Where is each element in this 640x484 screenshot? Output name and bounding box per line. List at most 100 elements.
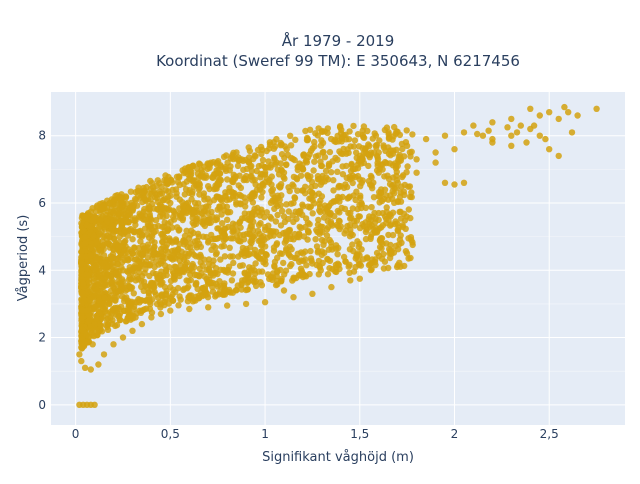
data-point — [290, 294, 297, 301]
data-point — [409, 241, 416, 249]
y-tick-label: 2 — [38, 331, 46, 345]
data-point — [280, 213, 288, 220]
data-point — [280, 287, 288, 294]
data-point — [316, 207, 323, 214]
data-point — [327, 218, 335, 225]
data-point — [157, 310, 165, 318]
data-point — [405, 235, 412, 242]
data-point — [105, 300, 113, 307]
data-point — [287, 132, 294, 139]
data-point — [80, 327, 87, 334]
data-point — [385, 131, 392, 138]
data-point — [311, 143, 318, 150]
data-point — [135, 244, 142, 252]
data-point — [354, 165, 362, 172]
data-point — [395, 241, 403, 248]
data-point — [310, 167, 317, 174]
data-point — [81, 364, 89, 371]
data-point — [85, 279, 93, 286]
data-point — [183, 178, 190, 185]
data-point — [359, 145, 366, 152]
data-point — [119, 334, 127, 341]
data-point — [169, 179, 176, 186]
data-point — [306, 270, 313, 278]
y-tick-label: 4 — [38, 263, 46, 277]
data-point — [167, 307, 174, 314]
data-point — [365, 151, 372, 159]
data-point — [391, 123, 398, 131]
data-point — [117, 243, 125, 250]
data-point — [517, 122, 524, 129]
data-point — [198, 269, 205, 277]
data-point — [375, 149, 382, 156]
data-point — [527, 105, 534, 113]
data-point — [399, 223, 406, 231]
data-point — [106, 199, 113, 207]
data-point — [115, 270, 122, 278]
data-point — [148, 314, 155, 321]
data-point — [389, 209, 397, 216]
data-point — [351, 137, 359, 144]
data-point — [221, 192, 229, 200]
data-point — [364, 127, 371, 135]
data-point — [262, 251, 270, 258]
data-point — [404, 163, 411, 170]
data-point — [380, 265, 388, 272]
data-point — [78, 345, 86, 352]
data-point — [103, 316, 110, 323]
data-point — [397, 198, 405, 205]
data-point — [147, 177, 154, 185]
data-point — [384, 172, 391, 179]
data-point — [115, 288, 122, 295]
data-point — [80, 280, 87, 287]
data-point — [372, 142, 380, 149]
data-point — [150, 244, 158, 251]
data-point — [356, 213, 363, 220]
data-point — [79, 289, 86, 297]
data-point — [304, 227, 312, 235]
data-point — [285, 208, 292, 215]
data-point — [234, 282, 241, 289]
data-point — [265, 158, 272, 165]
x-tick-label: 1,5 — [350, 427, 369, 441]
data-point — [322, 174, 330, 181]
data-point — [479, 132, 487, 139]
data-point — [190, 177, 198, 184]
data-point — [346, 221, 354, 229]
data-point — [220, 202, 227, 210]
data-point — [261, 226, 269, 234]
data-point — [187, 271, 194, 278]
data-point — [164, 226, 171, 233]
data-point — [360, 133, 367, 141]
data-point — [113, 260, 121, 267]
data-point — [78, 315, 85, 322]
data-point — [274, 211, 281, 219]
data-point — [117, 316, 124, 324]
data-point — [108, 226, 115, 233]
data-point — [328, 199, 335, 207]
data-point — [300, 151, 307, 158]
data-point — [290, 275, 298, 282]
data-point — [154, 177, 161, 184]
data-point — [106, 244, 114, 251]
data-point — [141, 269, 148, 277]
data-point — [191, 271, 199, 279]
data-point — [352, 255, 359, 262]
data-point — [291, 254, 298, 262]
data-point — [319, 223, 326, 231]
data-point — [356, 176, 363, 183]
data-point — [127, 284, 134, 291]
data-point — [255, 221, 263, 229]
data-point — [278, 275, 285, 283]
data-point — [315, 216, 322, 224]
data-point — [228, 277, 236, 284]
data-point — [261, 299, 269, 306]
data-point — [98, 328, 106, 335]
data-point — [315, 152, 322, 159]
data-point — [360, 256, 367, 263]
data-point — [136, 307, 143, 314]
data-point — [148, 309, 156, 316]
data-point — [285, 250, 292, 257]
data-point — [258, 209, 266, 216]
data-point — [561, 103, 568, 111]
